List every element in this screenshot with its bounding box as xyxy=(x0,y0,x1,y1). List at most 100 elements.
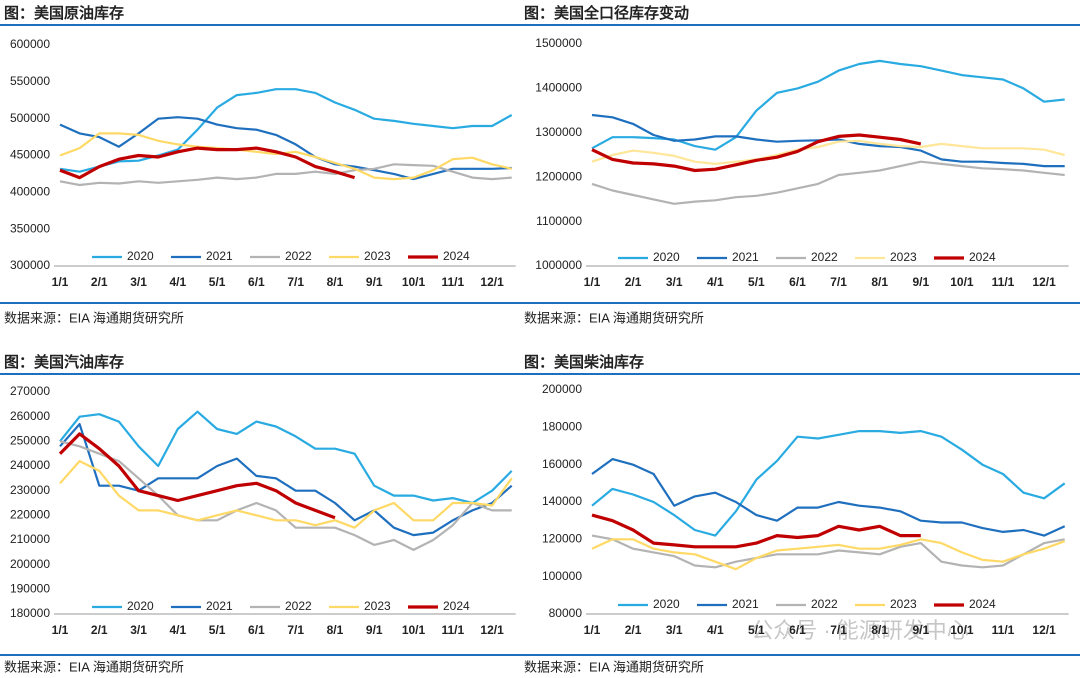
series-line xyxy=(591,534,1065,569)
legend-label: 2022 xyxy=(811,250,838,264)
series-line xyxy=(59,423,513,537)
legend-label: 2021 xyxy=(206,599,233,613)
legend-label: 2020 xyxy=(127,599,154,613)
x-tick-label: 2/1 xyxy=(91,623,108,637)
legend-label: 2022 xyxy=(285,249,312,263)
y-tick-label: 230000 xyxy=(10,483,50,497)
y-tick-label: 100000 xyxy=(542,569,582,583)
x-tick-label: 8/1 xyxy=(327,623,344,637)
x-tick-label: 12/1 xyxy=(1032,623,1056,637)
series-line xyxy=(591,160,1065,205)
x-tick-label: 8/1 xyxy=(871,275,888,289)
x-tick-label: 10/1 xyxy=(402,623,426,637)
legend-label: 2023 xyxy=(364,249,391,263)
x-tick-label: 12/1 xyxy=(480,623,504,637)
y-tick-label: 190000 xyxy=(10,582,50,596)
y-tick-label: 1000000 xyxy=(535,258,582,272)
x-tick-label: 11/1 xyxy=(441,623,464,637)
series-line xyxy=(591,513,921,549)
x-tick-label: 9/1 xyxy=(912,623,929,637)
x-tick-label: 7/1 xyxy=(287,275,304,289)
y-tick-label: 140000 xyxy=(542,494,582,508)
y-tick-label: 350000 xyxy=(10,221,50,235)
chart-title: 图：美国柴油库存 xyxy=(524,353,644,371)
source-note: 数据来源：EIA 海通期货研究所 xyxy=(4,659,184,674)
y-tick-label: 80000 xyxy=(549,606,583,620)
x-tick-label: 3/1 xyxy=(666,623,683,637)
x-tick-label: 1/1 xyxy=(52,275,69,289)
y-tick-label: 600000 xyxy=(10,37,50,51)
series-line xyxy=(59,146,356,180)
x-tick-label: 5/1 xyxy=(748,623,765,637)
x-tick-label: 2/1 xyxy=(625,623,642,637)
x-tick-label: 4/1 xyxy=(169,275,186,289)
x-tick-label: 11/1 xyxy=(441,275,464,289)
y-tick-label: 1300000 xyxy=(535,125,582,139)
x-tick-label: 1/1 xyxy=(52,623,69,637)
x-tick-label: 6/1 xyxy=(789,275,806,289)
x-tick-label: 5/1 xyxy=(209,275,226,289)
x-tick-label: 7/1 xyxy=(287,623,304,637)
series-line xyxy=(59,163,512,187)
series-line xyxy=(58,432,336,520)
chart-title: 图：美国全口径库存变动 xyxy=(524,4,689,22)
legend-label: 2023 xyxy=(890,250,917,264)
x-tick-label: 10/1 xyxy=(950,623,974,637)
y-tick-label: 500000 xyxy=(10,111,50,125)
source-note: 数据来源：EIA 海通期货研究所 xyxy=(524,310,704,325)
x-tick-label: 9/1 xyxy=(912,275,929,289)
legend-label: 2022 xyxy=(285,599,312,613)
source-note: 数据来源：EIA 海通期货研究所 xyxy=(524,659,704,674)
watermark: 公众号 · 能源研发中心 xyxy=(751,618,969,643)
legend-label: 2020 xyxy=(127,249,154,263)
legend-label: 2024 xyxy=(969,597,996,611)
x-tick-label: 1/1 xyxy=(584,623,601,637)
y-tick-label: 200000 xyxy=(10,557,50,571)
y-tick-label: 180000 xyxy=(10,606,50,620)
y-tick-label: 270000 xyxy=(10,384,50,398)
x-tick-label: 5/1 xyxy=(209,623,226,637)
x-tick-label: 12/1 xyxy=(1032,275,1056,289)
series-line xyxy=(591,133,922,173)
legend-label: 2023 xyxy=(364,599,391,613)
x-tick-label: 3/1 xyxy=(666,275,683,289)
chart-title: 图：美国原油库存 xyxy=(4,4,124,22)
y-tick-label: 1400000 xyxy=(535,81,582,95)
x-tick-label: 4/1 xyxy=(707,275,724,289)
legend-label: 2021 xyxy=(206,249,233,263)
legend-label: 2020 xyxy=(653,250,680,264)
legend-label: 2024 xyxy=(969,250,996,264)
x-tick-label: 11/1 xyxy=(992,275,1015,289)
y-tick-label: 220000 xyxy=(10,508,50,522)
x-tick-label: 10/1 xyxy=(950,275,974,289)
series-line xyxy=(591,458,1066,537)
x-tick-label: 7/1 xyxy=(830,623,847,637)
x-tick-label: 9/1 xyxy=(366,623,383,637)
x-tick-label: 11/1 xyxy=(992,623,1015,637)
legend-label: 2022 xyxy=(811,597,838,611)
y-tick-label: 210000 xyxy=(10,532,50,546)
x-tick-label: 1/1 xyxy=(584,275,601,289)
x-tick-label: 12/1 xyxy=(480,275,504,289)
y-tick-label: 180000 xyxy=(542,420,582,434)
series-line xyxy=(59,460,513,529)
y-tick-label: 1200000 xyxy=(535,169,582,183)
y-tick-label: 240000 xyxy=(10,458,50,472)
x-tick-label: 9/1 xyxy=(366,275,383,289)
y-tick-label: 550000 xyxy=(10,74,50,88)
x-tick-label: 7/1 xyxy=(830,275,847,289)
x-tick-label: 3/1 xyxy=(130,623,147,637)
legend-label: 2024 xyxy=(443,599,470,613)
legend-label: 2021 xyxy=(732,597,759,611)
y-tick-label: 160000 xyxy=(542,457,582,471)
x-tick-label: 3/1 xyxy=(130,275,147,289)
x-tick-label: 8/1 xyxy=(871,623,888,637)
x-tick-label: 4/1 xyxy=(169,623,186,637)
y-tick-label: 260000 xyxy=(10,409,50,423)
x-tick-label: 6/1 xyxy=(248,275,265,289)
y-tick-label: 1100000 xyxy=(536,214,582,228)
y-tick-label: 200000 xyxy=(542,382,582,396)
y-tick-label: 1500000 xyxy=(535,36,582,50)
legend-label: 2023 xyxy=(890,597,917,611)
